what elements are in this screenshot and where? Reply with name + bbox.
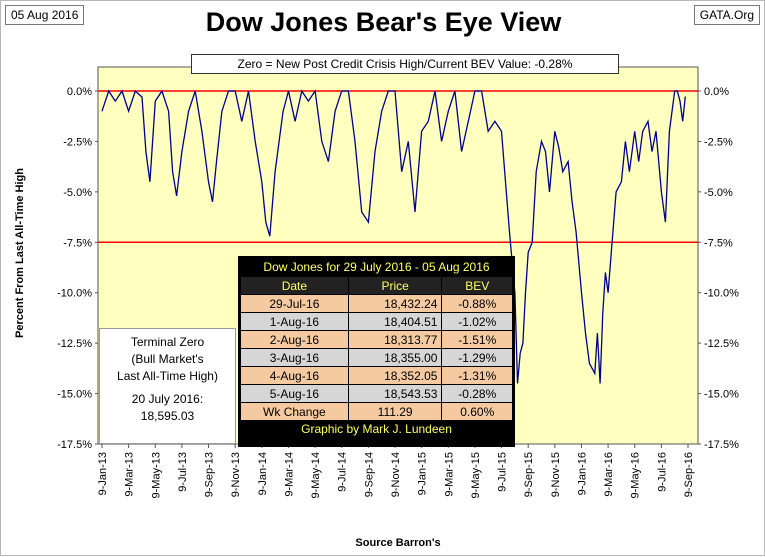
x-tick-label: 9-Jul-13 xyxy=(177,452,189,492)
y-tick-label-left: -17.5% xyxy=(57,439,92,451)
header-price: Price xyxy=(348,277,442,294)
cell-date: 4-Aug-16 xyxy=(241,367,348,384)
y-tick-label-right: -12.5% xyxy=(704,338,739,350)
y-tick-label-left: -12.5% xyxy=(57,338,92,350)
y-tick-label-right: -2.5% xyxy=(704,136,733,148)
cell-price: 18,404.51 xyxy=(348,313,442,330)
y-tick-label-left: -2.5% xyxy=(63,136,92,148)
cell-date: 3-Aug-16 xyxy=(241,349,348,366)
y-tick-label-right: -15.0% xyxy=(704,389,739,401)
y-axis-right: 0.0% -2.5% -5.0% -7.5% -10.0% -12.5% -15.0% -17… xyxy=(698,86,739,451)
x-axis: 9-Jan-13 9-Mar-13 9-May-13 9-Jul-13 9-Sep-13… xyxy=(97,444,695,498)
terminal-line-4: 20 July 2016: xyxy=(131,392,204,406)
y-tick-label-right: -10.0% xyxy=(704,288,739,300)
chart-title: Dow Jones Bear's Eye View xyxy=(205,7,562,37)
table-change-row: Wk Change 111.29 0.60% xyxy=(241,403,512,420)
cell-change-label: Wk Change xyxy=(241,403,348,420)
x-tick-label: 9-May-14 xyxy=(310,452,322,498)
x-tick-label: 9-May-15 xyxy=(470,452,482,498)
price-table: Date Price BEV 29-Jul-16 18,432.24 -0.88… xyxy=(240,276,513,421)
y-tick-label-left: -10.0% xyxy=(57,288,92,300)
table-row: 2-Aug-16 18,313.77 -1.51% xyxy=(241,331,512,348)
terminal-line-2: (Bull Market's xyxy=(131,352,204,366)
y-axis-left: 0.0% -2.5% -5.0% -7.5% -10.0% -12.5% -15.0% -17… xyxy=(57,86,98,451)
x-tick-label: 9-Mar-14 xyxy=(283,452,295,497)
cell-price: 18,543.53 xyxy=(348,385,442,402)
header-date: Date xyxy=(241,277,348,294)
y-tick-label-right: -17.5% xyxy=(704,439,739,451)
cell-change-price: 111.29 xyxy=(348,403,442,420)
terminal-line-3: Last All-Time High) xyxy=(117,369,218,383)
terminal-line-1: Terminal Zero xyxy=(130,335,205,349)
y-tick-label-left: -5.0% xyxy=(63,187,92,199)
x-tick-label: 9-Jan-13 xyxy=(97,452,109,495)
cell-price: 18,313.77 xyxy=(348,331,442,348)
weekly-table: Dow Jones for 29 July 2016 - 05 Aug 2016… xyxy=(238,256,515,447)
x-tick-label: 9-May-16 xyxy=(630,452,642,498)
table-row: 29-Jul-16 18,432.24 -0.88% xyxy=(241,295,512,312)
table-row: 3-Aug-16 18,355.00 -1.29% xyxy=(241,349,512,366)
cell-bev: -0.28% xyxy=(442,385,512,402)
y-tick-label-left: -7.5% xyxy=(63,237,92,249)
subtitle-box: Zero = New Post Credit Crisis High/Curre… xyxy=(191,54,619,74)
y-tick-label-left: 0.0% xyxy=(67,86,92,98)
x-tick-label: 9-Mar-16 xyxy=(603,452,615,497)
x-tick-label: 9-Jul-14 xyxy=(337,452,349,492)
cell-bev: -1.31% xyxy=(442,367,512,384)
x-tick-label: 9-May-13 xyxy=(150,452,162,498)
reference-lines xyxy=(98,90,698,244)
x-tick-label: 9-Sep-13 xyxy=(204,452,216,497)
cell-date: 5-Aug-16 xyxy=(241,385,348,402)
x-tick-label: 9-Nov-13 xyxy=(230,452,242,497)
cell-bev: -1.29% xyxy=(442,349,512,366)
date-tag: 05 Aug 2016 xyxy=(5,5,85,25)
cell-price: 18,355.00 xyxy=(348,349,442,366)
table-row: 1-Aug-16 18,404.51 -1.02% xyxy=(241,313,512,330)
x-tick-label: 9-Jul-16 xyxy=(656,452,668,492)
x-tick-label: 9-Mar-13 xyxy=(124,452,136,497)
x-tick-label: 9-Nov-14 xyxy=(390,452,402,497)
table-title: Dow Jones for 29 July 2016 - 05 Aug 2016 xyxy=(263,260,490,274)
header-bev: BEV xyxy=(442,277,512,294)
cell-bev: -1.02% xyxy=(442,313,512,330)
y-tick-label-right: -7.5% xyxy=(704,237,733,249)
x-tick-label: 9-Sep-14 xyxy=(363,452,375,497)
x-tick-label: 9-Nov-15 xyxy=(550,452,562,497)
cell-change-bev: 0.60% xyxy=(442,403,512,420)
terminal-zero-box: Terminal Zero (Bull Market's Last All-Ti… xyxy=(99,328,236,444)
x-tick-label: 9-Mar-15 xyxy=(443,452,455,497)
x-tick-label: 9-Jan-16 xyxy=(576,452,588,495)
y-axis-label: Percent From Last All-Time High xyxy=(14,168,26,338)
cell-bev: -1.51% xyxy=(442,331,512,348)
source-tag: GATA.Org xyxy=(693,5,760,25)
cell-bev: -0.88% xyxy=(442,295,512,312)
x-tick-label: 9-Sep-15 xyxy=(523,452,535,497)
cell-date: 29-Jul-16 xyxy=(241,295,348,312)
series-line-bev xyxy=(101,89,686,384)
table-header-row: Date Price BEV xyxy=(241,277,512,294)
table-footer: Graphic by Mark J. Lundeen xyxy=(301,422,452,436)
y-tick-label-right: -5.0% xyxy=(704,187,733,199)
y-tick-label-right: 0.0% xyxy=(704,86,729,98)
cell-price: 18,432.24 xyxy=(348,295,442,312)
terminal-line-5: 18,595.03 xyxy=(140,409,195,423)
cell-date: 2-Aug-16 xyxy=(241,331,348,348)
table-row: 4-Aug-16 18,352.05 -1.31% xyxy=(241,367,512,384)
y-tick-label-left: -15.0% xyxy=(57,389,92,401)
x-tick-label: 9-Sep-16 xyxy=(683,452,695,497)
x-tick-label: 9-Jan-14 xyxy=(257,452,269,495)
cell-date: 1-Aug-16 xyxy=(241,313,348,330)
x-axis-label: Source Barron's xyxy=(355,537,440,549)
x-tick-label: 9-Jan-15 xyxy=(417,452,429,495)
table-row: 5-Aug-16 18,543.53 -0.28% xyxy=(241,385,512,402)
x-tick-label: 9-Jul-15 xyxy=(497,452,509,492)
cell-price: 18,352.05 xyxy=(348,367,442,384)
